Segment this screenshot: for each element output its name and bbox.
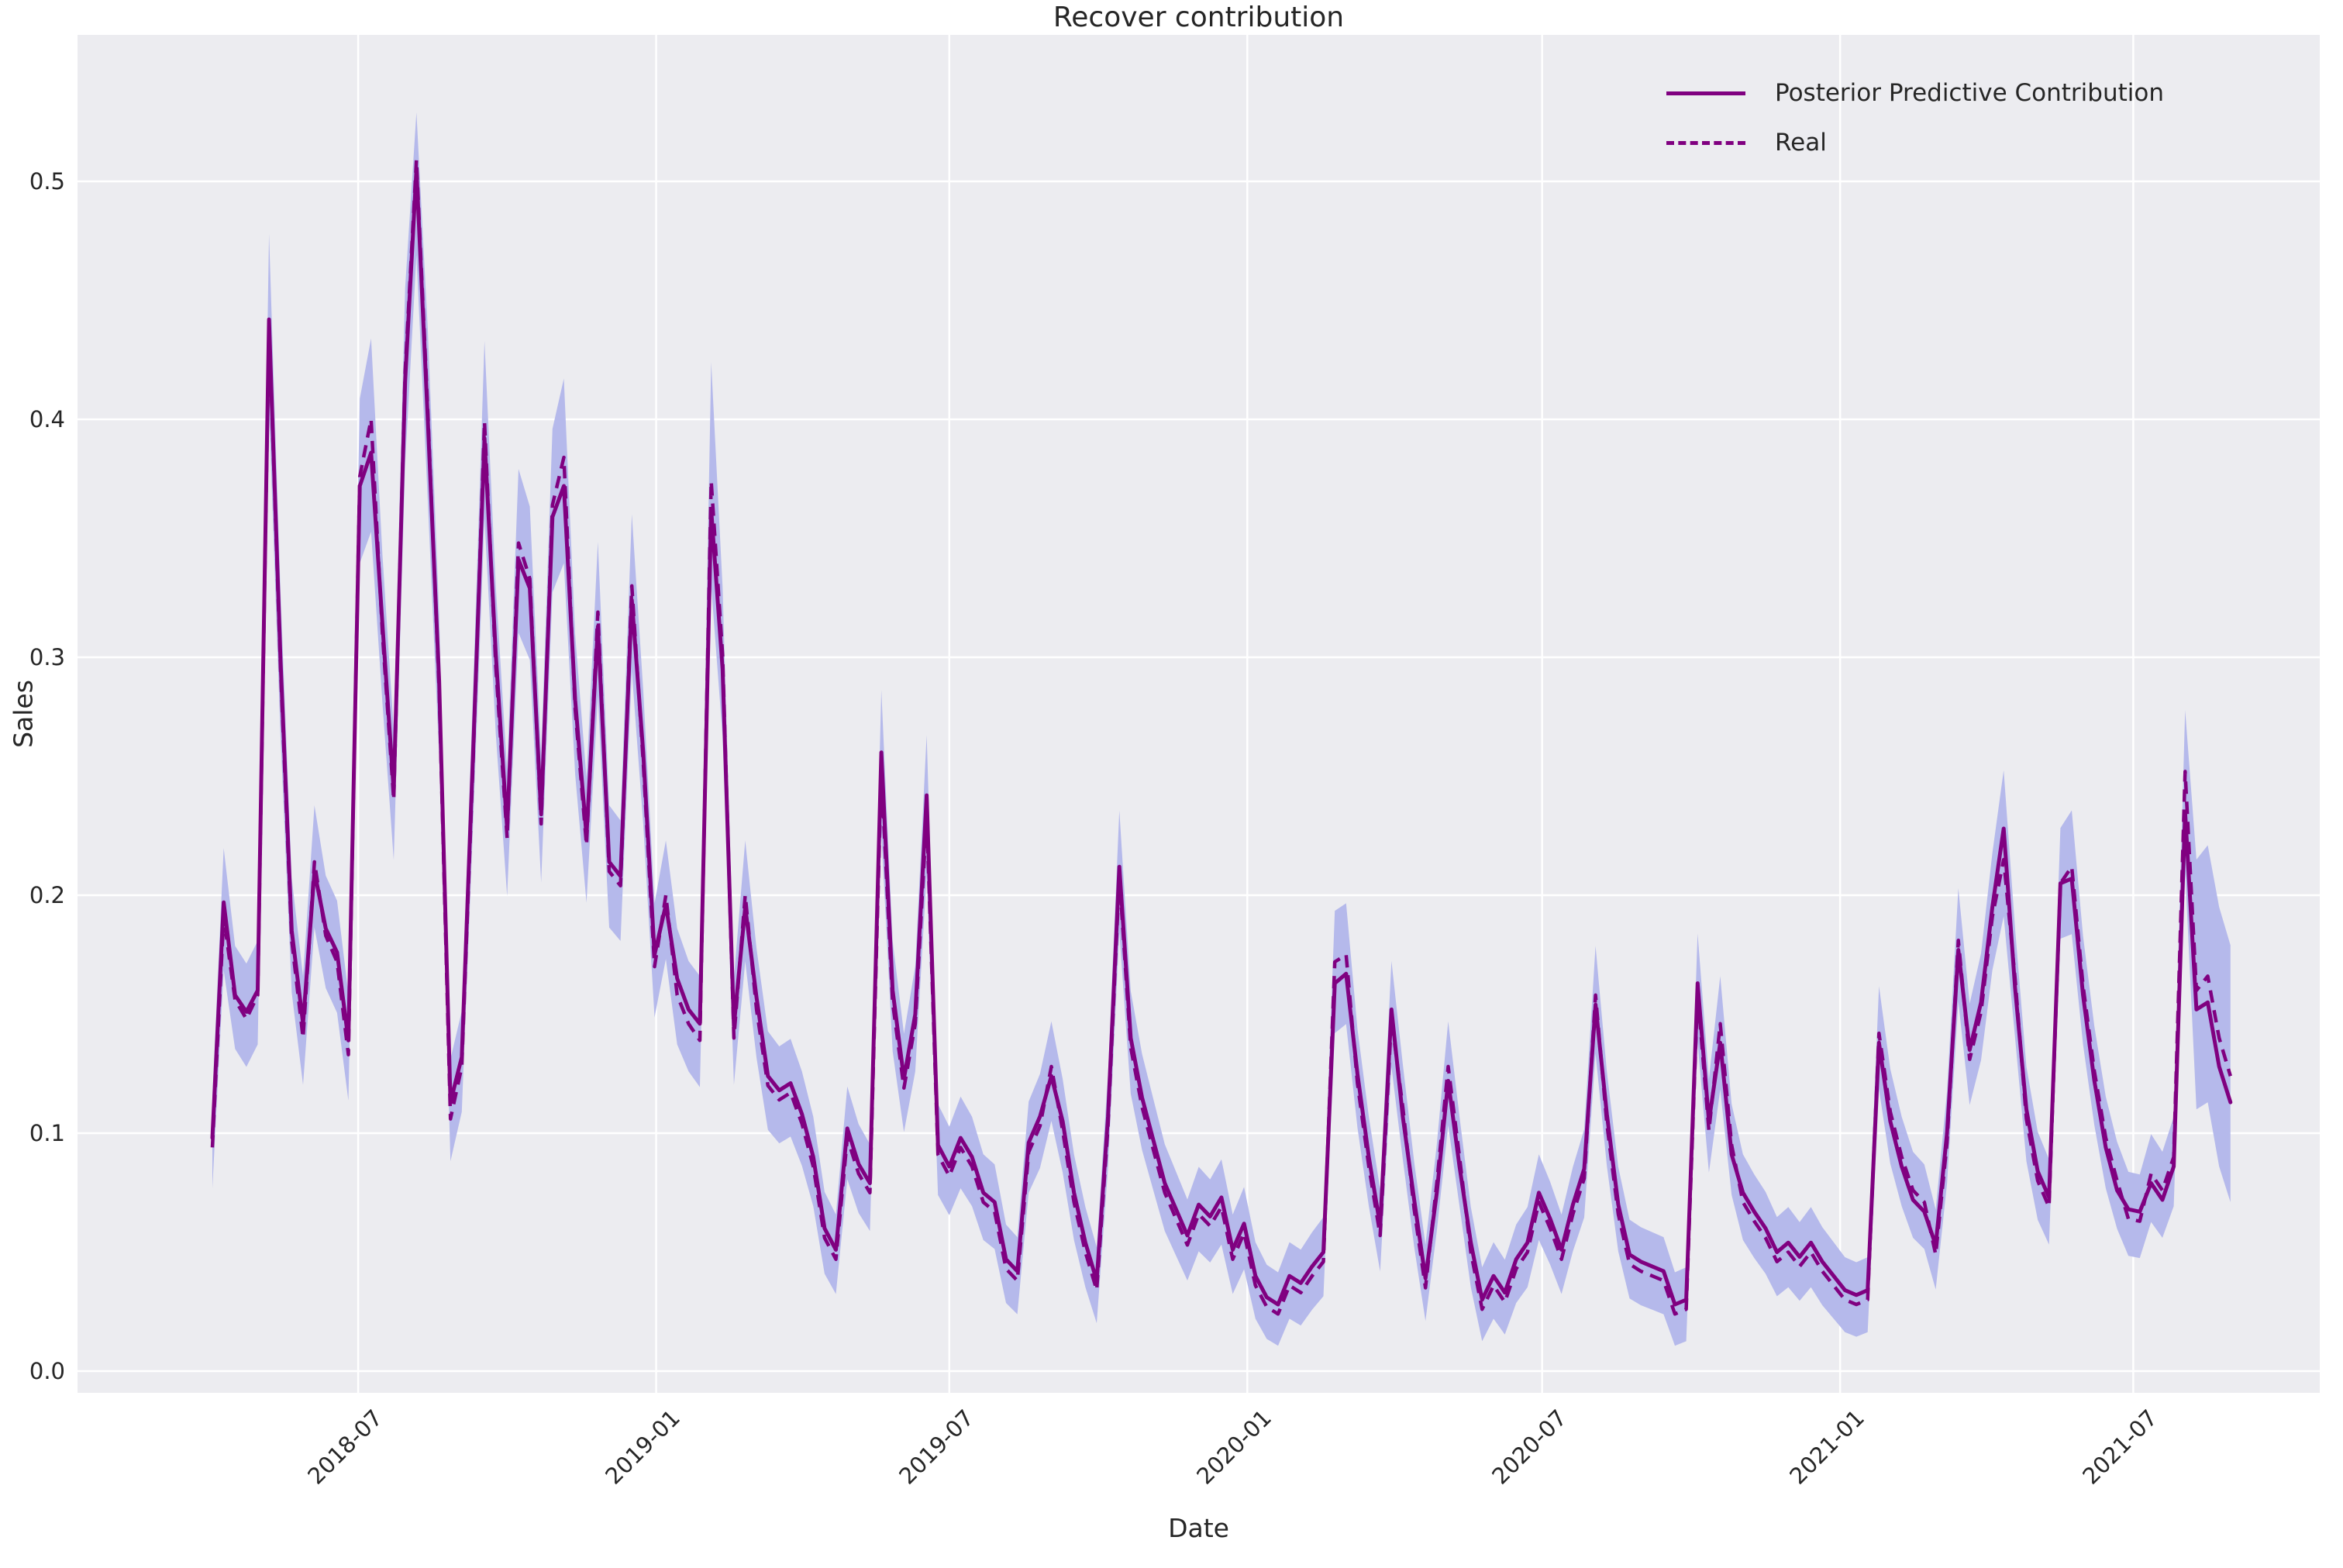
legend-label-posterior: Posterior Predictive Contribution — [1775, 79, 2164, 107]
solid-line-swatch-icon — [1666, 91, 1745, 95]
y-tick-0.3: 0.3 — [29, 644, 65, 670]
legend: Posterior Predictive Contribution Real — [1666, 68, 2164, 167]
legend-item-real: Real — [1666, 118, 2164, 167]
y-axis-label: Sales — [8, 680, 39, 748]
chart-title: Recover contribution — [1053, 2, 1345, 33]
legend-label-real: Real — [1775, 129, 1827, 157]
x-axis-label: Date — [1168, 1513, 1229, 1543]
y-tick-0.0: 0.0 — [29, 1358, 65, 1384]
y-tick-0.1: 0.1 — [29, 1120, 65, 1146]
posterior-line — [210, 167, 2233, 1307]
y-tick-0.2: 0.2 — [29, 882, 65, 908]
y-tick-0.5: 0.5 — [29, 168, 65, 195]
dashed-line-swatch-icon — [1666, 140, 1745, 145]
y-tick-0.4: 0.4 — [29, 406, 65, 432]
legend-item-posterior: Posterior Predictive Contribution — [1666, 68, 2164, 118]
